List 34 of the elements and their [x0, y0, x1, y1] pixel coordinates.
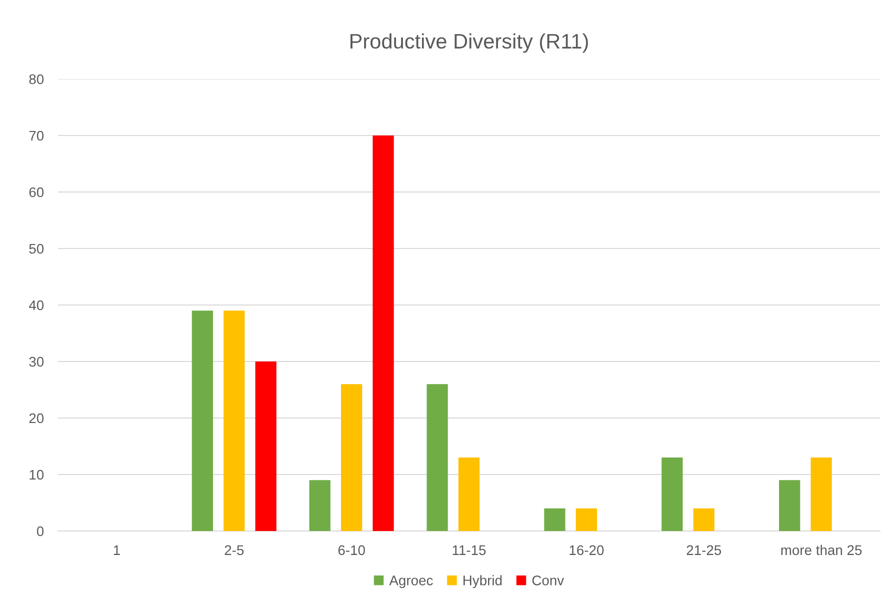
x-tick-label: 2-5 — [224, 545, 244, 556]
legend-label: Hybrid — [464, 575, 502, 588]
bar — [192, 310, 214, 531]
bar — [341, 384, 362, 531]
bar — [544, 508, 566, 531]
y-tick-label: 20 — [29, 413, 44, 424]
bar — [693, 508, 714, 531]
x-tick-label: 11-15 — [452, 545, 486, 556]
bar — [224, 310, 245, 531]
x-tick-label: 16-20 — [570, 545, 604, 556]
x-tick-label: 1 — [114, 545, 120, 555]
bar — [458, 458, 480, 531]
bar — [255, 362, 276, 531]
y-tick-label: 40 — [28, 300, 44, 310]
bar — [426, 384, 448, 531]
x-tick-label: 6-10 — [338, 545, 365, 556]
y-tick-label: 50 — [29, 244, 44, 254]
legend-label: Agroec — [389, 576, 433, 588]
x-tick-label: 21-25 — [686, 545, 722, 556]
y-tick-label: 60 — [29, 187, 44, 198]
y-tick-label: 80 — [29, 74, 44, 84]
y-tick-label: 70 — [29, 130, 44, 141]
x-tick-label: more than 25 — [781, 544, 862, 556]
y-tick-label: 0 — [36, 526, 44, 536]
bar — [662, 458, 683, 531]
bar — [309, 480, 330, 531]
y-tick-label: 30 — [29, 356, 44, 367]
bar — [810, 458, 832, 531]
bar — [576, 508, 597, 531]
bar — [779, 480, 800, 531]
chart-title: Productive Diversity (R11) — [350, 33, 588, 53]
y-tick-label: 10 — [30, 470, 44, 480]
bar — [372, 136, 394, 531]
legend-label: Conv — [532, 576, 564, 586]
